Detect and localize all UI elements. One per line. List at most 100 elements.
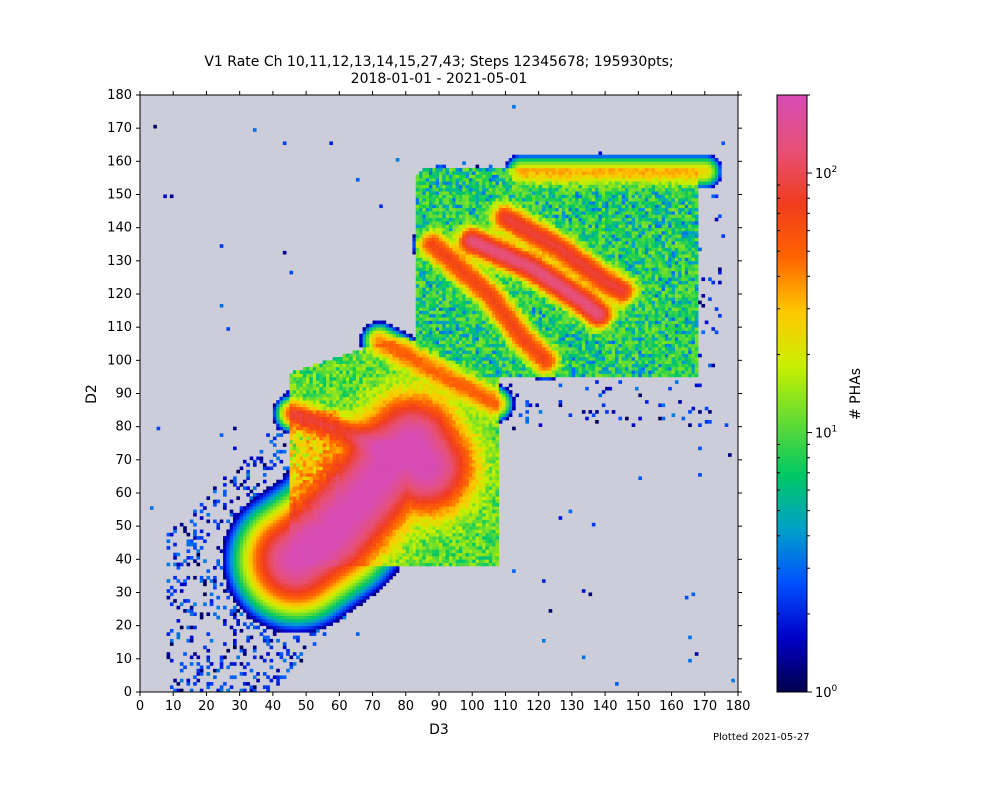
heatmap-cell bbox=[282, 619, 287, 623]
heatmap-cell bbox=[349, 459, 353, 464]
heatmap-cell bbox=[302, 506, 307, 510]
heatmap-cell bbox=[372, 493, 377, 497]
heatmap-cell bbox=[425, 201, 430, 205]
heatmap-cell bbox=[339, 386, 343, 391]
heatmap-cell bbox=[362, 456, 367, 461]
heatmap-cell bbox=[409, 436, 413, 441]
heatmap-cell bbox=[326, 373, 330, 378]
heatmap-cell bbox=[219, 658, 224, 663]
heatmap-cell bbox=[385, 360, 390, 364]
heatmap-cell bbox=[412, 473, 417, 477]
heatmap-cell bbox=[233, 516, 237, 520]
heatmap-cell bbox=[405, 453, 410, 457]
heatmap-cell bbox=[276, 403, 280, 408]
heatmap-cell bbox=[375, 426, 380, 431]
heatmap-cell bbox=[392, 542, 397, 547]
heatmap-cell bbox=[435, 234, 440, 238]
heatmap-cell bbox=[415, 390, 420, 394]
heatmap-cell bbox=[309, 589, 314, 593]
heatmap-cell bbox=[435, 443, 440, 447]
heatmap-cell bbox=[412, 509, 417, 514]
heatmap-cell bbox=[336, 536, 340, 540]
heatmap-cell bbox=[435, 290, 440, 295]
heatmap-cell bbox=[369, 476, 373, 481]
heatmap-cell bbox=[249, 635, 254, 640]
heatmap-cell bbox=[282, 393, 287, 398]
heatmap-cell bbox=[342, 579, 347, 583]
heatmap-cell bbox=[345, 559, 350, 563]
heatmap-cell bbox=[435, 366, 440, 371]
heatmap-cell bbox=[256, 585, 260, 590]
heatmap-cell bbox=[296, 536, 300, 540]
heatmap-cell bbox=[345, 433, 350, 437]
heatmap-cell bbox=[405, 456, 410, 461]
heatmap-cell bbox=[166, 652, 171, 656]
heatmap-cell bbox=[149, 506, 154, 510]
heatmap-cell bbox=[286, 592, 290, 597]
heatmap-cell bbox=[312, 589, 317, 593]
heatmap-cell bbox=[429, 297, 433, 301]
heatmap-cell bbox=[352, 592, 357, 597]
heatmap-cell bbox=[329, 559, 333, 563]
heatmap-cell bbox=[339, 556, 343, 560]
heatmap-cell bbox=[306, 502, 310, 507]
heatmap-cell bbox=[286, 509, 290, 514]
heatmap-cell bbox=[352, 509, 357, 514]
heatmap-cell bbox=[319, 390, 324, 394]
heatmap-cell bbox=[289, 473, 294, 477]
heatmap-cell bbox=[319, 602, 324, 607]
heatmap-cell bbox=[392, 343, 397, 348]
heatmap-cell bbox=[309, 423, 314, 427]
heatmap-cell bbox=[372, 512, 377, 517]
heatmap-cell bbox=[425, 234, 430, 238]
heatmap-cell bbox=[329, 390, 333, 394]
heatmap-cell bbox=[259, 519, 264, 524]
heatmap-cell bbox=[385, 416, 390, 421]
heatmap-cell bbox=[345, 552, 350, 557]
heatmap-cell bbox=[409, 559, 413, 563]
heatmap-cell bbox=[266, 612, 270, 617]
heatmap-cell bbox=[336, 556, 340, 560]
heatmap-cell bbox=[336, 582, 340, 587]
heatmap-cell bbox=[432, 357, 436, 361]
heatmap-cell bbox=[289, 393, 294, 398]
heatmap-cell bbox=[299, 615, 304, 620]
heatmap-cell bbox=[412, 436, 417, 441]
heatmap-cell bbox=[352, 456, 357, 461]
heatmap-cell bbox=[379, 337, 383, 341]
heatmap-cell bbox=[429, 476, 433, 481]
heatmap-cell bbox=[385, 420, 390, 424]
heatmap-cell bbox=[319, 502, 324, 507]
heatmap-cell bbox=[402, 343, 407, 348]
heatmap-cell bbox=[312, 466, 317, 471]
heatmap-cell bbox=[296, 489, 300, 494]
heatmap-cell bbox=[355, 502, 360, 507]
heatmap-cell bbox=[395, 433, 400, 437]
heatmap-cell bbox=[216, 688, 221, 693]
heatmap-cell bbox=[385, 380, 390, 384]
heatmap-cell bbox=[382, 366, 387, 371]
heatmap-cell bbox=[392, 539, 397, 544]
heatmap-cell bbox=[402, 499, 407, 504]
heatmap-cell bbox=[206, 575, 211, 580]
heatmap-cell bbox=[289, 662, 294, 666]
heatmap-cell bbox=[399, 443, 403, 447]
heatmap-cell bbox=[289, 526, 294, 530]
heatmap-cell bbox=[329, 423, 333, 427]
heatmap-cell bbox=[395, 476, 400, 481]
heatmap-cell bbox=[389, 350, 393, 354]
heatmap-cell bbox=[256, 456, 260, 461]
heatmap-cell bbox=[372, 565, 377, 570]
heatmap-cell bbox=[429, 459, 433, 464]
heatmap-cell bbox=[279, 595, 284, 600]
heatmap-cell bbox=[272, 592, 277, 597]
heatmap-cell bbox=[183, 529, 187, 534]
heatmap-cell bbox=[369, 366, 373, 371]
heatmap-cell bbox=[362, 347, 367, 351]
heatmap-cell bbox=[176, 605, 181, 610]
heatmap-cell bbox=[362, 589, 367, 593]
heatmap-cell bbox=[289, 496, 294, 500]
heatmap-cell bbox=[209, 662, 214, 666]
heatmap-cell bbox=[355, 476, 360, 481]
heatmap-cell bbox=[242, 605, 247, 610]
